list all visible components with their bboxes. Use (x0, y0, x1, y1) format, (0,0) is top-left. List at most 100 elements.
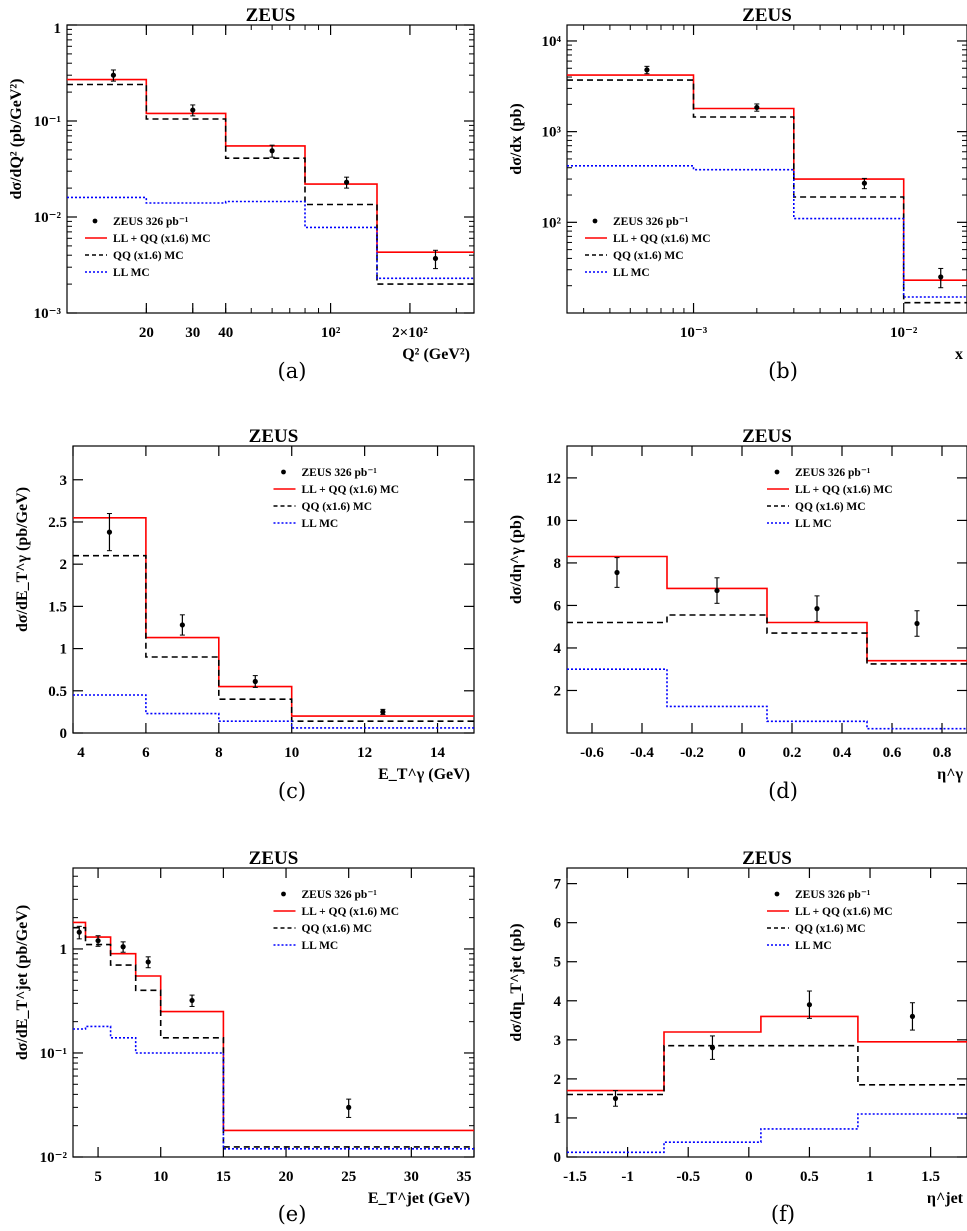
panel-title: ZEUS (742, 5, 792, 26)
x-tick-label: 30 (185, 325, 200, 341)
panel-title: ZEUS (249, 426, 299, 447)
series-line-qq-x1-6-mc (73, 554, 474, 722)
legend-marker-data (281, 469, 286, 475)
x-tick-label: 0.5 (800, 1169, 819, 1185)
series-line-qq-x1-6-mc (567, 1044, 967, 1096)
legend-entry: LL + QQ (x1.6) MC (613, 233, 711, 245)
data-point (914, 620, 920, 627)
data-point (269, 148, 275, 154)
data-point (938, 274, 944, 280)
x-axis-label: Q² (GeV²) (402, 346, 470, 363)
legend-marker-data (92, 218, 98, 224)
legend-entry: LL + QQ (x1.6) MC (302, 906, 400, 918)
data-point (644, 67, 650, 73)
panel-c: 0 0.5 1 1.5 2 2.5 3 4 6 8 10 12 14 ZEUS dσ/dE_T^γ (pb/… (14, 426, 475, 803)
data-point (179, 622, 185, 628)
plot-frame (566, 867, 967, 1158)
data-point (110, 72, 117, 78)
y-axis-label: dσ/dη_T^jet (pb) (508, 923, 525, 1041)
x-tick-label: -0.5 (676, 1169, 700, 1185)
y-axis-label: dσ/dx (pb) (508, 103, 525, 174)
data-point (120, 944, 126, 950)
plot-frame (72, 445, 475, 734)
x-tick-label: 0.6 (883, 745, 902, 761)
panel-title: ZEUS (742, 426, 792, 447)
y-tick-label: 0 (554, 1150, 562, 1166)
series-line-ll-qq-x1-6-mc (73, 921, 474, 1132)
plot-frame (566, 24, 967, 314)
legend-entry: ZEUS 326 pb⁻¹ (795, 889, 870, 901)
x-tick-label: 5 (94, 1169, 102, 1185)
data-point (346, 1104, 352, 1110)
y-tick-label: 10⁻¹ (34, 114, 61, 130)
y-tick-label: 2 (554, 1072, 562, 1088)
y-tick-label: 10² (542, 215, 562, 231)
x-tick-label: 0 (745, 1169, 753, 1185)
x-tick-label: 4 (77, 745, 85, 761)
x-tick-label: 10 (284, 745, 299, 761)
data-point (252, 678, 258, 685)
y-tick-label: 8 (554, 556, 562, 572)
y-tick-label: 1.5 (48, 599, 67, 615)
plot-frame (66, 24, 475, 314)
y-tick-label: 2.5 (48, 515, 67, 531)
y-tick-label: 3 (554, 1033, 562, 1049)
series-line-ll-mc (73, 694, 474, 729)
legend-marker-data (592, 218, 598, 224)
legend-entry: LL + QQ (x1.6) MC (302, 484, 400, 496)
x-tick-label: 0.4 (833, 745, 852, 761)
data-point (95, 938, 101, 944)
legend-entry: QQ (x1.6) MC (795, 923, 866, 935)
panel-f: 0 1 2 3 4 5 6 7 -1.5 -1 -0.5 0 0.5 1 1.5 ZEUS dσ/dη_T^je… (508, 848, 967, 1226)
x-tick-label: 35 (457, 1169, 472, 1185)
data-point (106, 529, 113, 535)
x-tick-label: -0.2 (680, 745, 704, 761)
y-tick-label: 0 (60, 726, 68, 742)
x-axis-label: η^jet (927, 1190, 964, 1207)
y-tick-label: 12 (546, 471, 561, 487)
y-tick-label: 0.5 (48, 684, 67, 700)
legend-entry: LL MC (795, 940, 832, 952)
y-tick-label: 1 (54, 21, 62, 37)
panel-title: ZEUS (246, 5, 296, 26)
legend-entry: ZEUS 326 pb⁻¹ (795, 467, 870, 479)
legend-entry: ZEUS 326 pb⁻¹ (302, 467, 377, 479)
x-tick-label: 10² (321, 325, 341, 341)
legend-entry: QQ (x1.6) MC (302, 923, 373, 935)
y-tick-label: 10⁻² (34, 210, 62, 226)
plot-frame (566, 445, 967, 734)
legend-entry: ZEUS 326 pb⁻¹ (113, 216, 188, 228)
x-tick-label: 6 (142, 745, 150, 761)
legend-marker-data (774, 891, 780, 897)
data-point (614, 569, 620, 576)
y-axis-label: dσ/dE_T^γ (pb/GeV) (14, 487, 31, 632)
x-tick-label: 30 (404, 1169, 419, 1185)
plot-frame (72, 867, 475, 1158)
legend-entry: QQ (x1.6) MC (795, 501, 866, 513)
legend-entry: QQ (x1.6) MC (302, 501, 373, 513)
series-line-ll-mc (67, 196, 474, 280)
legend-entry: LL MC (302, 940, 339, 952)
data-point (380, 709, 386, 715)
x-tick-label: 8 (215, 745, 223, 761)
x-tick-label: 20 (279, 1169, 294, 1185)
panel-caption: (d) (768, 779, 798, 803)
data-point (714, 587, 720, 594)
series-line-ll-qq-x1-6-mc (73, 517, 474, 717)
panel-caption: (b) (768, 359, 798, 383)
x-tick-label: -0.6 (580, 745, 604, 761)
series-line-ll-mc (567, 668, 967, 730)
x-tick-label: 10 (153, 1169, 168, 1185)
x-tick-label: -1 (621, 1169, 634, 1185)
series-line-ll-qq-x1-6-mc (567, 1015, 967, 1092)
x-tick-label: 40 (218, 325, 233, 341)
x-axis-label: E_T^jet (GeV) (368, 1190, 470, 1207)
legend-entry: LL MC (613, 267, 650, 279)
x-tick-label: 12 (357, 745, 372, 761)
series-line-qq-x1-6-mc (67, 83, 474, 285)
y-tick-label: 2 (60, 557, 68, 573)
data-point (76, 929, 82, 935)
data-point (754, 104, 760, 111)
panel-title: ZEUS (742, 848, 792, 869)
